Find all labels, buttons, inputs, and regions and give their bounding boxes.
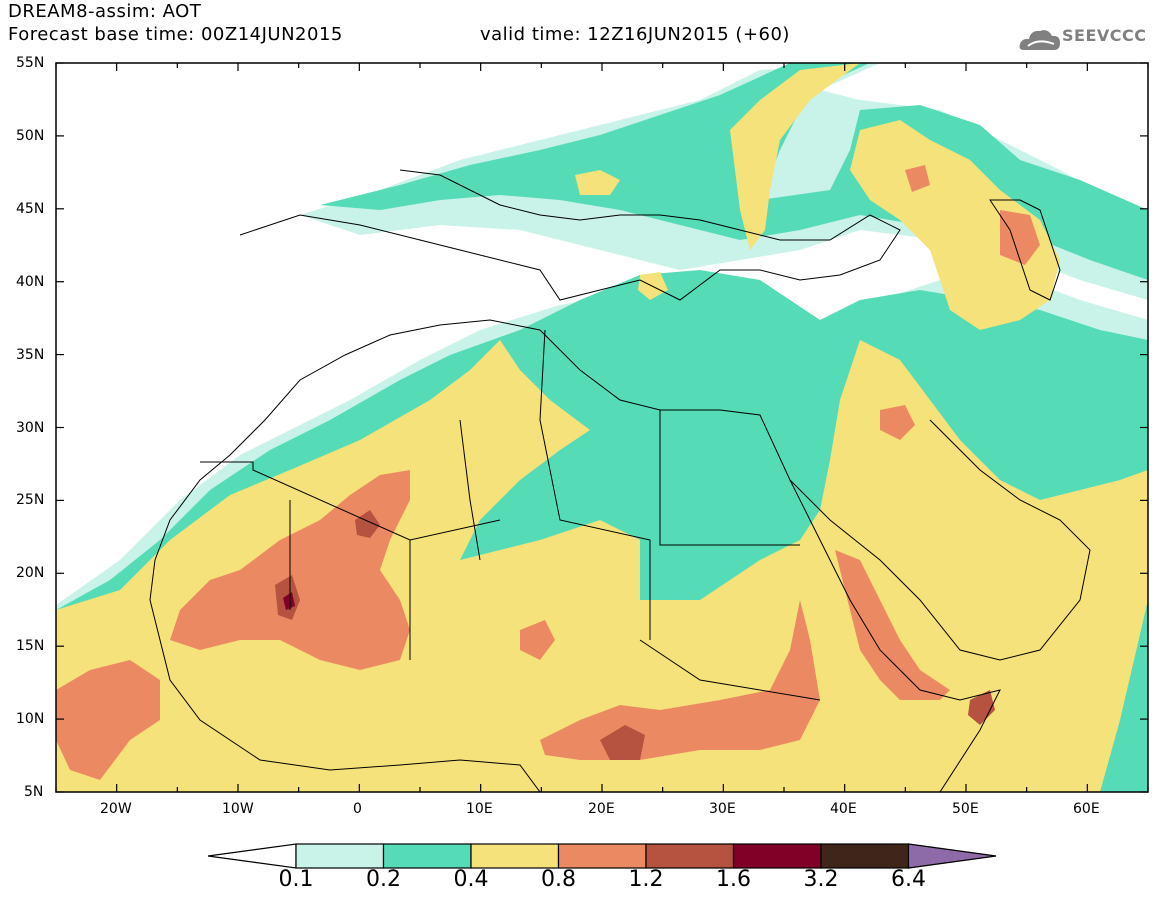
lat-label-55n: 55N	[16, 55, 45, 71]
lat-label-50n: 50N	[16, 128, 45, 144]
caspian-coast	[989, 199, 1061, 301]
aot-field-0.8-1.2-ukraine	[905, 165, 930, 192]
aot-field-0.8-1.2-west	[56, 660, 160, 780]
aot-field-1.2-1.6-algeria	[355, 510, 380, 538]
forecast-base-time: Forecast base time: 00Z14JUN2015	[8, 24, 343, 45]
coastlines	[149, 169, 1091, 792]
lon-label-0: 0	[353, 801, 362, 817]
aot-field-1.2-1.6-chad	[600, 725, 645, 760]
map-title: DREAM8-assim: AOT	[8, 1, 202, 22]
valid-time: valid time: 12Z16JUN2015 (+60)	[480, 24, 790, 45]
africa-coastline	[154, 319, 1001, 792]
lat-label-40n: 40N	[16, 274, 45, 290]
aot-field-0.8-1.2-sudan	[520, 620, 555, 660]
aot-field-0.8-1.2-caspian	[1000, 210, 1040, 265]
aot-field-1.2-1.6-somalia	[968, 690, 995, 725]
legend-label-6.4: 6.4	[891, 867, 926, 892]
lon-label-20w: 20W	[100, 801, 132, 817]
lat-label-15n: 15N	[16, 638, 45, 654]
lon-label-20e: 20E	[588, 801, 615, 817]
aot-field-0.8-1.2-redsea	[835, 550, 950, 700]
tick-marks	[55, 62, 1149, 793]
lon-label-40e: 40E	[830, 801, 857, 817]
aot-field-0.4-0.8-balkan	[575, 170, 620, 195]
lat-label-5n: 5N	[24, 784, 44, 800]
aot-field-0.4-0.8-caspian	[850, 120, 1060, 330]
lat-label-20n: 20N	[16, 565, 45, 581]
legend-label-0.1: 0.1	[278, 867, 314, 892]
aot-field-1.6-3.2	[283, 592, 295, 610]
borders	[200, 329, 821, 701]
aot-field-0.8-1.2-iraq	[880, 405, 915, 440]
aot-field-0.4-0.8-north	[730, 63, 860, 250]
aot-fields	[56, 63, 1148, 792]
cloud-logo-icon	[1019, 30, 1060, 50]
lon-label-30e: 30E	[709, 801, 736, 817]
west-africa-coast	[149, 559, 541, 792]
arabia-coast	[789, 419, 1091, 661]
legend-label-0.8: 0.8	[541, 867, 576, 892]
lon-label-10w: 10W	[222, 801, 254, 817]
legend-label-3.2: 3.2	[803, 867, 839, 892]
lat-label-30n: 30N	[16, 420, 45, 436]
lat-label-10n: 10N	[16, 711, 45, 727]
legend-label-0.2: 0.2	[366, 867, 401, 892]
legend-label-1.2: 1.2	[628, 867, 664, 892]
legend-label-0.4: 0.4	[453, 867, 489, 892]
lat-label-35n: 35N	[16, 347, 45, 363]
lon-label-50e: 50E	[952, 801, 979, 817]
lon-label-10e: 10E	[466, 801, 493, 817]
lon-label-60e: 60E	[1073, 801, 1100, 817]
lat-label-25n: 25N	[16, 492, 45, 508]
logo-text: SEEVCCC	[1062, 26, 1147, 45]
europe-coastline	[239, 169, 901, 301]
lat-label-45n: 45N	[16, 201, 45, 217]
aot-field-0.4-0.8	[56, 340, 1148, 792]
legend-label-1.6: 1.6	[716, 867, 751, 892]
aot-field-0.8-1.2-central	[540, 600, 820, 760]
